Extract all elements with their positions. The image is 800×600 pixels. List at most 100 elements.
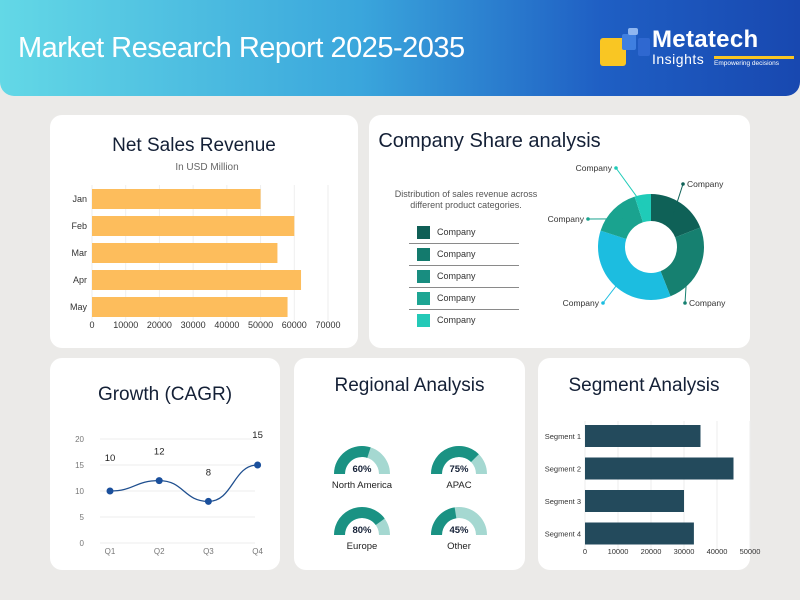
gauge-other: 45% Other <box>419 501 499 552</box>
company-donut-chart: Company Company Company Company Company <box>548 163 727 308</box>
y-tick-label: 20 <box>75 435 84 444</box>
gauge-value: 80% <box>352 525 372 536</box>
category-label: Jan <box>72 194 87 204</box>
net-sales-title: Net Sales Revenue <box>112 135 276 156</box>
donut-slice <box>651 194 701 238</box>
leader-line <box>672 183 684 215</box>
bar-may <box>92 297 288 317</box>
gauge-arc: 75% <box>431 446 487 475</box>
data-point <box>106 487 114 495</box>
leader-line <box>602 275 625 304</box>
bar-segment-1 <box>585 425 701 447</box>
data-point <box>254 461 262 469</box>
leader-dot <box>683 301 687 305</box>
leader-dot <box>614 166 618 170</box>
company-share-description: Distribution of sales revenue across dif… <box>394 189 538 210</box>
category-label: Segment 2 <box>545 465 581 474</box>
growth-panel: Growth (CAGR) 0 5 10 15 20 10 Q1 12 Q2 8 Q3 15 Q4 <box>50 358 280 570</box>
category-label: Segment 4 <box>545 530 581 539</box>
logo-block <box>638 38 650 56</box>
donut-slice <box>634 194 651 223</box>
bar-segment-3 <box>585 490 684 512</box>
legend-item: Company <box>409 244 519 266</box>
category-label: Segment 1 <box>545 432 581 441</box>
gauge-arc: 60% <box>334 446 390 475</box>
category-label: May <box>70 302 88 312</box>
legend-swatch <box>417 292 430 305</box>
legend-swatch <box>417 270 430 283</box>
metatech-logo: Metatech Insights Empowering decisions <box>600 26 800 70</box>
data-label: 15 <box>252 430 263 441</box>
legend-item: Company <box>409 310 519 332</box>
data-label: 10 <box>105 453 116 464</box>
y-tick-label: 10 <box>75 487 84 496</box>
logo-block <box>622 34 636 50</box>
x-tick-label: Q2 <box>154 547 165 556</box>
gauge-label: North America <box>331 480 393 491</box>
x-tick-label: 50000 <box>248 320 273 330</box>
donut-slice <box>598 230 671 300</box>
gauge-arc: 45% <box>431 507 487 536</box>
legend-label: Company <box>437 271 476 281</box>
logo-name: Metatech <box>652 26 759 53</box>
growth-line <box>109 464 258 503</box>
growth-title: Growth (CAGR) <box>97 384 233 405</box>
bar-feb <box>92 216 295 236</box>
slice-label: Company <box>576 163 613 173</box>
category-label: Mar <box>72 248 88 258</box>
segment-panel: Segment Analysis 0 10000 20000 30000 40000 50… <box>538 358 760 570</box>
gauge-fill <box>431 507 457 535</box>
legend-swatch <box>417 314 430 327</box>
y-tick-label: 15 <box>75 461 84 470</box>
x-tick-label: Q1 <box>105 547 116 556</box>
legend-swatch <box>417 248 430 261</box>
leader-dot <box>586 217 590 221</box>
x-tick-label: 0 <box>89 320 94 330</box>
legend-swatch <box>417 226 430 239</box>
gauge-fill <box>431 446 479 474</box>
x-tick-label: Q3 <box>203 547 214 556</box>
segment-title: Segment Analysis <box>568 375 720 396</box>
x-tick-label: 70000 <box>315 320 340 330</box>
bar-segment-4 <box>585 522 694 545</box>
regional-title: Regional Analysis <box>334 375 485 396</box>
gauge-arc: 80% <box>334 507 390 536</box>
gauge-europe: 80% Europe <box>322 501 402 552</box>
legend-label: Company <box>437 293 476 303</box>
x-tick-label: 40000 <box>214 320 239 330</box>
leader-dot <box>681 182 685 186</box>
legend-item: Company <box>409 266 519 288</box>
logo-mark-icon <box>600 38 626 66</box>
category-label: Apr <box>73 275 87 285</box>
category-label: Feb <box>71 221 87 231</box>
x-tick-label: 40000 <box>707 547 728 556</box>
company-share-title: Company Share analysis <box>378 130 601 152</box>
legend-label: Company <box>437 315 476 325</box>
segment-chart: 0 10000 20000 30000 40000 50000 Segment 1 Segme… <box>545 421 761 556</box>
slice-label: Company <box>687 179 724 189</box>
gauge-north-america: 60% North America <box>322 440 402 491</box>
gauge-apac: 75% APAC <box>419 440 499 491</box>
gauge-value: 75% <box>449 464 469 475</box>
net-sales-panel: Net Sales Revenue In USD Million 0 10000 2… <box>50 115 358 348</box>
legend-label: Company <box>437 249 476 259</box>
x-tick-label: 30000 <box>674 547 695 556</box>
x-tick-label: 10000 <box>608 547 629 556</box>
gauge-fill <box>334 507 385 535</box>
net-sales-subtitle: In USD Million <box>175 162 239 173</box>
y-tick-label: 0 <box>80 539 85 548</box>
leader-line <box>684 262 688 304</box>
donut-slice <box>600 196 643 239</box>
gauge-label: APAC <box>446 480 472 491</box>
data-point <box>204 497 212 505</box>
bar-mar <box>92 243 278 263</box>
data-label: 8 <box>206 467 211 478</box>
bar-segment-2 <box>585 457 734 480</box>
gauge-fill <box>334 446 371 474</box>
slice-label: Company <box>548 214 585 224</box>
x-tick-label: Q4 <box>252 547 263 556</box>
logo-block <box>628 28 638 35</box>
company-share-panel: Company Share analysis Distribution of s… <box>369 115 750 348</box>
x-tick-label: 50000 <box>740 547 761 556</box>
gauge-value: 45% <box>449 525 469 536</box>
